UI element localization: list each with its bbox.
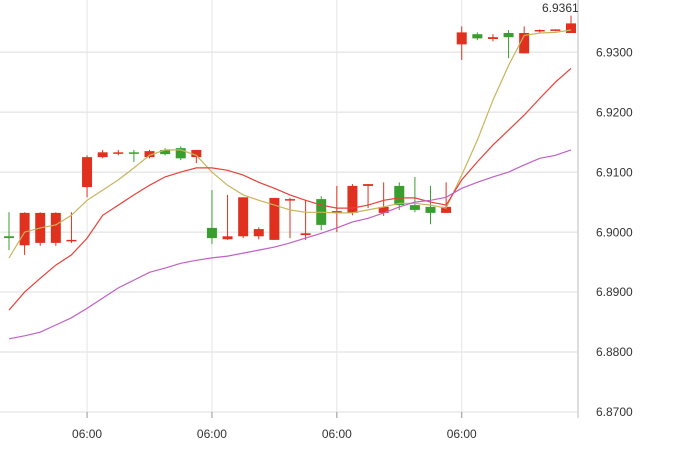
y-tick-label: 6.9000 bbox=[596, 225, 633, 239]
candle-body bbox=[566, 23, 576, 33]
y-tick-label: 6.8900 bbox=[596, 285, 633, 299]
x-tick-label: 06:00 bbox=[322, 427, 352, 441]
candle-body bbox=[66, 239, 77, 242]
ma-line bbox=[8, 29, 572, 259]
candle-body bbox=[191, 149, 202, 158]
candle-body bbox=[441, 206, 452, 213]
candle-body bbox=[160, 149, 171, 155]
candle-body bbox=[128, 152, 139, 154]
candle-body bbox=[503, 32, 514, 38]
last-price-label: 6.9361 bbox=[542, 1, 579, 15]
candle-body bbox=[378, 206, 389, 213]
y-tick-label: 6.9100 bbox=[596, 165, 633, 179]
candle-body bbox=[253, 229, 264, 237]
y-tick-label: 6.9300 bbox=[596, 45, 633, 59]
candle-body bbox=[519, 32, 530, 54]
candle-body bbox=[97, 152, 108, 158]
candle-body bbox=[425, 206, 436, 213]
y-tick-label: 6.9200 bbox=[596, 105, 633, 119]
ma-line bbox=[8, 67, 572, 311]
candle-body bbox=[331, 211, 342, 213]
candle-body bbox=[347, 185, 358, 213]
candle-body bbox=[300, 233, 311, 236]
candle-body bbox=[113, 152, 124, 154]
candle-body bbox=[285, 199, 295, 201]
x-tick-label: 06:00 bbox=[72, 427, 102, 441]
candle-body bbox=[4, 236, 14, 239]
candle-body bbox=[409, 205, 420, 210]
candle-body bbox=[363, 184, 374, 186]
x-tick-label: 06:00 bbox=[447, 427, 477, 441]
candle-body bbox=[394, 185, 405, 206]
candle-body bbox=[144, 151, 155, 158]
candle-body bbox=[269, 197, 280, 240]
candle-body bbox=[82, 157, 93, 188]
candle-body bbox=[222, 236, 233, 240]
y-tick-label: 6.8700 bbox=[596, 405, 633, 419]
y-tick-label: 6.8800 bbox=[596, 345, 633, 359]
ma-line bbox=[8, 149, 572, 340]
candle-body bbox=[238, 197, 249, 237]
candle-body bbox=[534, 29, 545, 32]
candle-body bbox=[550, 29, 561, 31]
candle-body bbox=[487, 37, 498, 39]
candle-body bbox=[472, 34, 483, 39]
candle-body bbox=[19, 212, 30, 246]
x-tick-label: 06:00 bbox=[197, 427, 227, 441]
candle-body bbox=[206, 227, 217, 239]
candle-body bbox=[456, 32, 467, 45]
candle-body bbox=[50, 212, 61, 243]
candle-body bbox=[175, 148, 186, 159]
